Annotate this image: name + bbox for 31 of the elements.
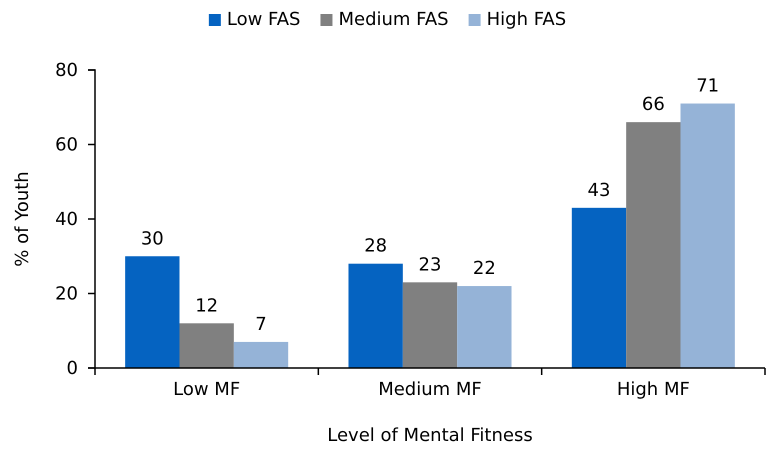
bar <box>234 342 288 368</box>
y-axis-title: % of Youth <box>12 171 33 267</box>
data-label: 7 <box>255 314 267 335</box>
bar <box>457 286 512 368</box>
x-tick-label: High MF <box>616 378 690 400</box>
bar <box>402 282 458 368</box>
y-tick-label: 20 <box>55 283 78 304</box>
bar <box>179 323 234 368</box>
data-label: 22 <box>472 258 496 280</box>
y-tick-label: 80 <box>55 60 78 81</box>
data-label: 43 <box>588 180 610 201</box>
bar <box>680 104 735 368</box>
y-tick-label: 60 <box>55 134 78 156</box>
legend-label: Low FAS <box>226 9 300 30</box>
legend-label: Medium FAS <box>338 9 449 30</box>
bar <box>626 122 681 368</box>
x-tick-label: Low MF <box>173 378 240 400</box>
x-tick-label: Medium MF <box>378 378 482 400</box>
data-label: 23 <box>418 254 442 276</box>
data-label: 71 <box>696 76 720 97</box>
data-label: 28 <box>364 236 388 257</box>
y-tick-label: 0 <box>66 358 78 379</box>
data-label: 12 <box>195 295 218 316</box>
x-axis-title: Level of Mental Fitness <box>327 425 533 446</box>
data-label: 30 <box>140 228 164 250</box>
bar <box>125 256 180 368</box>
bar <box>572 208 626 368</box>
y-tick-label: 40 <box>55 208 78 230</box>
data-label: 66 <box>642 94 665 116</box>
bar <box>348 264 403 368</box>
legend-label: High FAS <box>486 9 566 30</box>
